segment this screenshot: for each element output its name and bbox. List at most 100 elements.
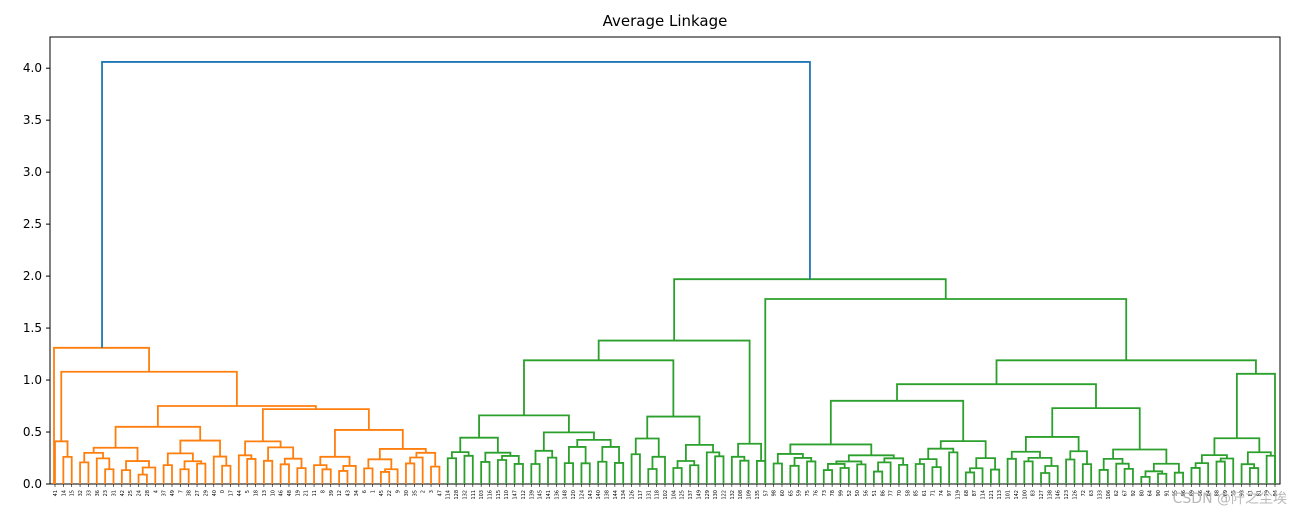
dendrogram-link: [283, 457, 303, 469]
leaf-label: 13: [262, 490, 268, 496]
dendrogram-link: [1123, 467, 1134, 484]
dendrogram-link: [873, 470, 884, 484]
dendrogram-link: [898, 463, 909, 484]
dendrogram-link: [95, 457, 111, 484]
dendrogram-link: [296, 467, 307, 484]
leaf-label: 68: [964, 490, 970, 496]
leaf-label: 131: [646, 490, 652, 500]
leaf-label: 132: [730, 490, 736, 500]
leaf-label: 27: [195, 490, 201, 496]
dendrogram-link: [756, 460, 767, 484]
leaf-label: 35: [412, 490, 418, 496]
dendrogram-link: [1051, 407, 1141, 450]
dendrogram-link: [501, 455, 520, 464]
dendrogram-link: [939, 440, 987, 459]
leaf-label: 33: [86, 490, 92, 496]
leaf-label: 106: [1106, 490, 1112, 500]
leaf-label: 140: [596, 490, 602, 500]
leaf-label: 69: [1223, 490, 1229, 496]
leaf-label: 123: [1064, 490, 1070, 500]
dendrogram-link: [646, 415, 701, 445]
leaf-label: 111: [471, 490, 477, 500]
leaf-label: 59: [797, 490, 803, 496]
dendrogram-link: [651, 455, 666, 484]
leaf-label: 115: [496, 490, 502, 500]
dendrogram-link: [597, 460, 608, 484]
leaf-label: 130: [713, 490, 719, 500]
leaf-label: 84: [1206, 490, 1212, 496]
dendrogram-link: [684, 443, 714, 461]
leaf-label: 63: [1089, 490, 1095, 496]
leaf-label: 14: [61, 490, 67, 496]
dendrogram-link: [1265, 454, 1276, 484]
leaf-label: 60: [780, 490, 786, 496]
leaf-label: 114: [446, 490, 452, 500]
leaf-label: 83: [1031, 490, 1037, 496]
dendrogram-link: [969, 467, 984, 484]
leaf-label: 147: [513, 490, 519, 500]
leaf-label: 129: [705, 490, 711, 500]
dendrogram-link: [244, 440, 282, 456]
dendrogram-link: [409, 456, 424, 484]
leaf-label: 30: [404, 490, 410, 496]
dendrogram-link: [829, 399, 965, 445]
leaf-label: 58: [905, 490, 911, 496]
leaf-label: 88: [1215, 490, 1221, 496]
dendrogram-link: [672, 467, 683, 484]
dendrogram-link: [730, 455, 746, 484]
dendrogram-link: [1081, 463, 1093, 484]
dendrogram-link: [1040, 472, 1051, 484]
leaf-label: 99: [838, 490, 844, 496]
leaf-label: 113: [997, 490, 1003, 500]
leaf-label: 70: [897, 490, 903, 496]
dendrogram-link: [1023, 460, 1034, 484]
leaf-label: 92: [1131, 490, 1137, 496]
dendrogram-link: [847, 454, 895, 462]
dendrogram-link: [563, 462, 574, 484]
leaf-label: 10: [270, 490, 276, 496]
leaf-label: 28: [145, 490, 151, 496]
leaf-label: 65: [788, 490, 794, 496]
leaf-label: 42: [120, 490, 126, 496]
dendrogram-link: [114, 425, 202, 448]
leaf-label: 85: [914, 490, 920, 496]
leaf-label: 79: [1265, 490, 1271, 496]
dendrogram-link: [601, 446, 620, 463]
leaf-label: 40: [212, 490, 218, 496]
dendrogram-link: [92, 446, 139, 462]
leaf-label: 7: [178, 490, 184, 493]
dendrogram-link: [334, 429, 404, 457]
watermark-text: CSDN @阡之尘埃: [1172, 491, 1287, 507]
dendrogram-link: [104, 468, 115, 484]
leaf-label: 124: [579, 490, 585, 500]
dendrogram-link: [62, 455, 73, 484]
dendrogram-link: [1200, 454, 1228, 464]
dendrogram-link: [1010, 450, 1041, 459]
leaf-label: 3: [429, 490, 435, 493]
leaf-label: 117: [638, 490, 644, 500]
leaf-label: 34: [354, 490, 360, 496]
dendrogram-link: [647, 468, 658, 484]
leaf-label: 55: [1231, 490, 1237, 496]
leaf-label: 121: [989, 490, 995, 500]
dendrogram-link: [405, 462, 416, 484]
leaf-label: 120: [571, 490, 577, 500]
leaf-label: 9: [396, 490, 402, 493]
dendrogram-link: [480, 461, 491, 484]
leaf-label: 29: [203, 490, 209, 496]
dendrogram-link: [196, 462, 207, 484]
leaf-label: 119: [955, 490, 961, 500]
leaf-label: 46: [279, 490, 285, 496]
dendrogram-link: [1215, 460, 1226, 484]
dendrogram-link: [739, 459, 750, 484]
dendrogram-link: [705, 451, 721, 484]
leaf-label: 133: [1098, 490, 1104, 500]
leaf-label: 134: [621, 490, 627, 500]
leaf-label: 64: [1148, 490, 1154, 496]
dendrogram-link: [1219, 457, 1235, 484]
dendrogram-link: [179, 439, 221, 457]
dendrogram-link: [1065, 458, 1076, 484]
leaf-label: 74: [939, 490, 945, 496]
y-tick-label: 3.0: [23, 165, 42, 179]
leaf-label: 32: [78, 490, 84, 496]
